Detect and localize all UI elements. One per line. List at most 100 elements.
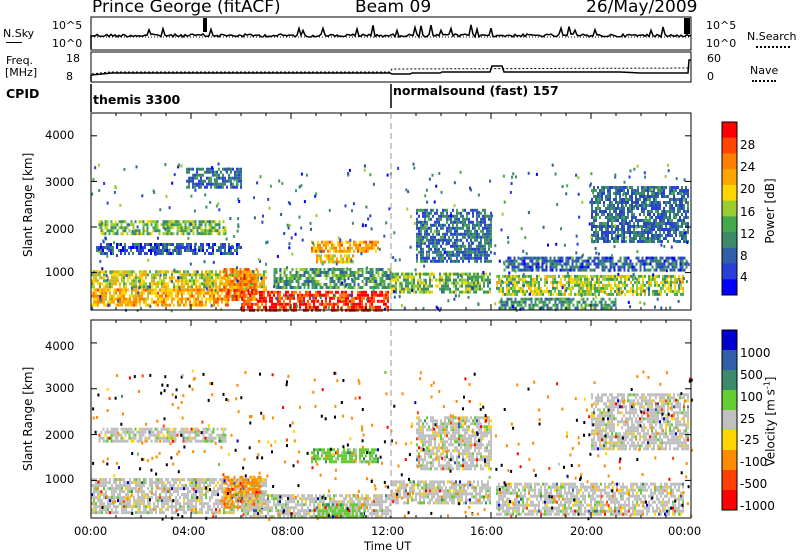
heatmap-cell <box>479 287 481 291</box>
heatmap-cell <box>680 192 683 196</box>
heatmap-cell <box>635 198 637 201</box>
heatmap-cell <box>135 285 137 289</box>
heatmap-cell <box>653 192 655 195</box>
heatmap-cell <box>131 273 133 277</box>
heatmap-cell <box>487 278 489 282</box>
heatmap-cell <box>381 290 383 294</box>
heatmap-cell <box>459 284 461 288</box>
heatmap-cell <box>337 243 339 247</box>
heatmap-cell <box>311 293 313 297</box>
heatmap-cell <box>597 231 599 234</box>
heatmap-cell <box>128 229 131 233</box>
heatmap-cell <box>319 290 321 294</box>
heatmap-cell <box>665 256 668 260</box>
heatmap-cell <box>530 283 532 287</box>
heatmap-cell <box>639 237 641 240</box>
heatmap-cell <box>187 297 189 301</box>
heatmap-cell <box>189 297 191 301</box>
heatmap-cell <box>476 220 478 224</box>
heatmap-cell <box>339 274 342 277</box>
heatmap-cell <box>329 268 332 271</box>
heatmap-cell <box>420 250 422 254</box>
heatmap-cell <box>101 267 104 271</box>
heatmap-cell <box>606 303 609 307</box>
heatmap-cell <box>661 240 663 243</box>
heatmap-cell <box>418 226 420 230</box>
heatmap-cell <box>101 221 104 225</box>
heatmap-cell <box>216 223 219 227</box>
heatmap-cell <box>193 303 195 307</box>
heatmap-cell <box>320 257 322 261</box>
heatmap-cell <box>224 229 227 233</box>
heatmap-cell <box>478 256 480 260</box>
heatmap-cell <box>204 223 207 227</box>
heatmap-cell <box>343 302 345 306</box>
heatmap-cell <box>353 271 356 274</box>
heatmap-cell <box>438 247 440 251</box>
heatmap-cell <box>484 211 486 215</box>
heatmap-cell <box>345 249 347 253</box>
heatmap-cell <box>325 293 327 297</box>
heatmap-cell <box>623 262 626 266</box>
heatmap-cell <box>233 295 236 298</box>
heatmap-cell <box>181 294 183 298</box>
heatmap-cell <box>116 229 119 233</box>
heatmap-cell <box>269 299 271 303</box>
heatmap-cell <box>420 208 422 212</box>
heatmap-cell <box>643 234 645 237</box>
heatmap-cell <box>655 219 657 222</box>
heatmap-cell <box>221 270 223 274</box>
heatmap-cell <box>418 220 420 224</box>
heatmap-cell <box>253 196 255 200</box>
heatmap-cell <box>641 240 643 243</box>
heatmap-cell <box>603 237 605 240</box>
heatmap-cell <box>316 260 318 264</box>
heatmap-cell <box>416 208 418 212</box>
heatmap-cell <box>649 256 652 260</box>
heatmap-cell <box>596 280 598 284</box>
heatmap-cell <box>426 200 429 204</box>
heatmap-cell <box>500 299 503 303</box>
heatmap-cell <box>222 176 224 180</box>
heatmap-cell <box>393 290 396 294</box>
heatmap-cell <box>626 283 628 287</box>
heatmap-cell <box>277 286 280 289</box>
heatmap-cell <box>653 195 655 198</box>
heatmap-cell <box>439 278 441 282</box>
heatmap-cell <box>458 226 460 230</box>
heatmap-cell <box>611 186 613 189</box>
heatmap-cell <box>131 270 133 274</box>
heatmap-cell <box>251 298 254 301</box>
heatmap-cell <box>136 249 138 252</box>
heatmap-cell <box>577 265 580 269</box>
heatmap-cell <box>484 244 486 248</box>
heatmap-cell <box>653 222 655 225</box>
heatmap-cell <box>423 287 425 291</box>
heatmap-cell <box>631 265 634 269</box>
heatmap-cell <box>643 262 646 266</box>
heatmap-cell <box>556 306 559 310</box>
heatmap-cell <box>124 252 126 255</box>
heatmap-cell <box>568 280 570 284</box>
heatmap-cell <box>644 292 646 296</box>
heatmap-cell <box>193 288 195 292</box>
heatmap-cell <box>430 259 432 263</box>
heatmap-cell <box>480 256 482 260</box>
heatmap-cell <box>267 293 269 297</box>
heatmap-cell <box>602 306 605 310</box>
heatmap-cell <box>590 289 592 293</box>
heatmap-cell <box>343 271 346 274</box>
heatmap-cell <box>215 276 217 280</box>
heatmap-cell <box>295 290 297 294</box>
heatmap-cell <box>568 286 570 290</box>
heatmap-cell <box>663 268 666 272</box>
nsky-tick-bottom: 10^0 <box>52 37 83 50</box>
heatmap-cell <box>643 302 646 306</box>
heatmap-cell <box>238 179 240 183</box>
heatmap-cell <box>157 291 159 295</box>
heatmap-cell <box>674 283 676 287</box>
heatmap-cell <box>667 265 670 269</box>
heatmap-cell <box>347 246 349 250</box>
heatmap-cell <box>107 300 109 304</box>
heatmap-cell <box>605 225 607 228</box>
